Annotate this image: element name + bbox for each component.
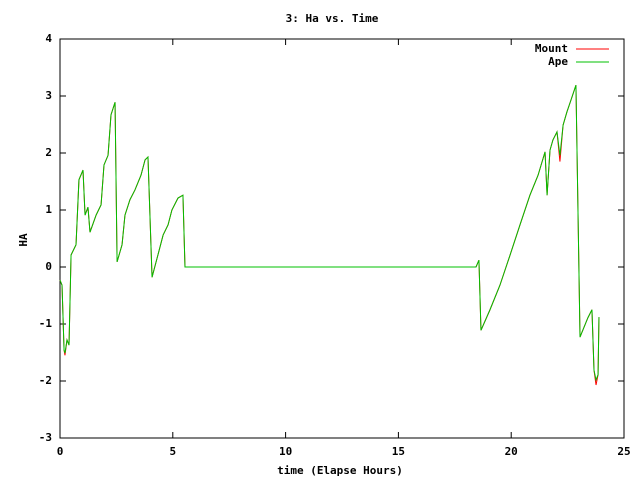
y-tick-label: 3 [45,89,52,102]
y-axis-label: HA [17,233,30,247]
y-tick-label: 1 [45,203,52,216]
y-tick-label: -2 [39,374,52,387]
series-line [59,85,600,386]
x-tick-label: 10 [279,445,292,458]
x-tick-label: 25 [617,445,630,458]
y-tick-label: -1 [39,317,53,330]
plot-border [59,38,625,439]
x-axis-label: time (Elapse Hours) [277,464,403,477]
x-tick-label: 20 [505,445,518,458]
y-tick-label: 2 [45,146,52,159]
legend-label: Mount [535,42,568,55]
legend-label: Ape [548,55,568,68]
y-tick-label: 4 [45,32,52,45]
x-tick-label: 15 [392,445,405,458]
x-tick-label: 5 [169,445,176,458]
y-tick-label: -3 [39,431,52,444]
y-tick-label: 0 [45,260,52,273]
series-line [59,85,600,382]
x-tick-label: 0 [57,445,64,458]
chart-title: 3: Ha vs. Time [286,12,379,25]
